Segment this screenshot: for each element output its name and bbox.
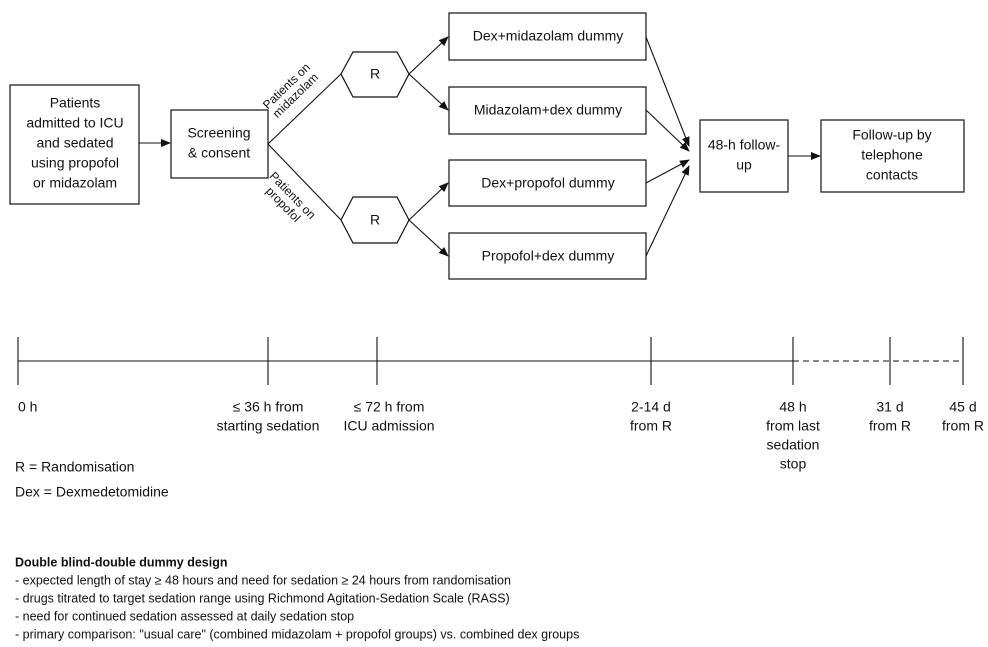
note-item: - primary comparison: "usual care" (comb… [15,627,579,641]
timeline-label: from last [766,418,820,434]
edge-label: Patients on propofol [263,169,318,225]
timeline-label: from R [630,418,672,434]
arrow [645,36,690,147]
node-text: R [370,66,380,82]
timeline-label: 0 h [18,399,37,415]
node-text: Screening [187,125,250,141]
arrow [408,73,449,111]
node-text: Follow-up by [852,127,931,143]
timeline-label: sedation [767,437,820,453]
node-text: Dex+propofol dummy [481,175,614,191]
arm-box [448,232,647,280]
timeline-label: 2-14 d [631,399,671,415]
note-item: - drugs titrated to target sedation rang… [15,591,510,605]
timeline-label: stop [780,456,807,472]
screening-box [170,109,269,179]
node-text: telephone [861,147,923,163]
legend-text: Dex = Dexmedetomidine [15,484,169,500]
node-text: & consent [188,145,250,161]
edge-label: Patients on midazolam [260,60,321,120]
node-text: or midazolam [33,175,117,191]
timeline-label: from R [942,418,984,434]
note-item: - hospital discharge recorded [15,645,176,647]
arrow [645,165,690,257]
legend-text: R = Randomisation [15,459,134,475]
arrow [645,109,690,152]
timeline-label: ≤ 72 h from [354,399,425,415]
telephone-box [820,119,965,193]
arrow [645,159,690,184]
node-text: and sedated [36,135,113,151]
timeline-label: ICU admission [343,418,434,434]
timeline-label: 48 h [779,399,806,415]
node-text: using propofol [31,155,119,171]
node-text: Midazolam+dex dummy [474,102,622,118]
node-text: 48-h follow- [708,137,781,153]
note-item: - expected length of stay ≥ 48 hours and… [15,573,511,587]
node-text: Patients [50,95,101,111]
arm-box [448,12,647,61]
timeline-label: starting sedation [217,418,320,434]
node-text: Dex+midazolam dummy [473,28,624,44]
patients-box [9,84,140,205]
timeline-label: 45 d [949,399,976,415]
arm-box [448,159,647,207]
connector [267,143,342,221]
timeline-ticks [17,337,964,385]
timeline-labels: 0 h ≤ 36 h from starting sedation ≤ 72 h fr… [18,399,984,472]
arrow [408,182,449,221]
arrow [408,219,449,257]
notes-title: Double blind-double dummy design [15,555,228,569]
node-text: up [736,157,752,173]
timeline-label: 31 d [876,399,903,415]
connector [267,73,342,145]
node-text: contacts [866,167,918,183]
node-text: R [370,212,380,228]
arrow [408,36,449,75]
node-text: admitted to ICU [26,115,123,131]
note-item: - need for continued sedation assessed a… [15,609,354,623]
timeline-label: from R [869,418,911,434]
notes-list: - expected length of stay ≥ 48 hours and… [15,573,579,647]
timeline-label: ≤ 36 h from [233,399,304,415]
node-text: Propofol+dex dummy [482,248,615,264]
